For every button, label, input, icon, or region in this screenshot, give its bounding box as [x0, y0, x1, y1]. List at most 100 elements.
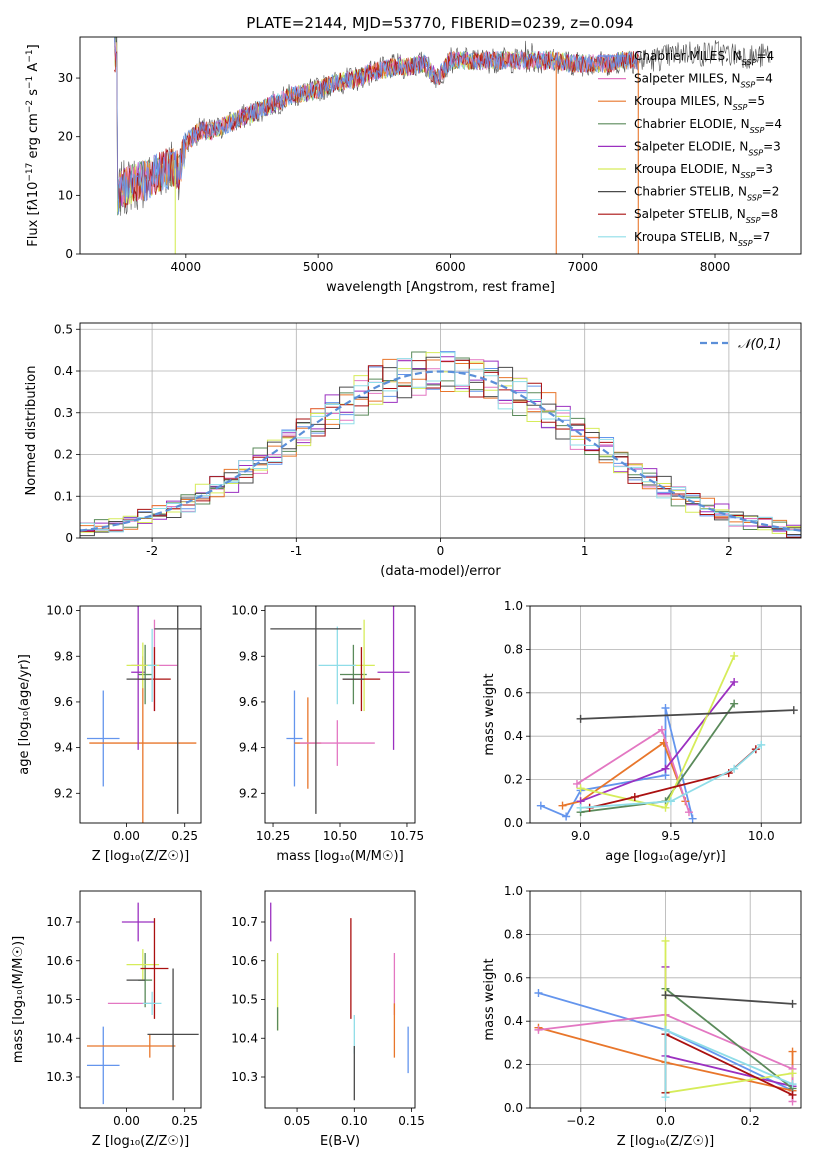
- errorbar-point: [142, 991, 162, 1015]
- legend-sub: SSP: [741, 171, 756, 180]
- y-tick-label: 10.7: [231, 915, 258, 929]
- x-axis-label: wavelength [Angstrom, rest frame]: [326, 280, 555, 295]
- legend-sub: SSP: [741, 80, 756, 89]
- axes-frame: [79, 322, 802, 539]
- panel-mass-age: 10.25 10.50 10.75 9.2 9.4 9.6 9.8 10.0 mass [log…: [231, 604, 424, 864]
- plot-area: [86, 902, 199, 1105]
- y-tick-label: 0.3: [54, 406, 73, 420]
- weight-point-marker: [730, 677, 739, 686]
- y-axis-label: Flux [fλ10−17 erg cm−2 s−1 A−1]: [25, 44, 41, 246]
- x-tick-label: 10.25: [256, 829, 290, 843]
- legend-label: Salpeter STELIB, N: [634, 207, 746, 221]
- x-axis-label: Z [log₁₀(Z/Z☉)]: [92, 849, 189, 864]
- errorbar-point: [270, 606, 362, 814]
- legend-sub: SSP: [746, 216, 761, 225]
- panel-Z-age: 0.00 0.25 9.2 9.4 9.6 9.8 10.0 Z [log₁₀(Z/Z☉)] a…: [17, 604, 202, 864]
- weight-point-marker: [730, 764, 739, 773]
- y-tick-label: 0.4: [54, 364, 73, 378]
- legend-count: =4: [756, 49, 774, 63]
- weight-point-marker: [661, 764, 670, 773]
- y-tick-label: 10.6: [46, 954, 73, 968]
- errorbar-point: [140, 918, 169, 1019]
- weight-series: [576, 740, 766, 812]
- weight-line: [562, 741, 687, 807]
- x-tick-label: 10.75: [390, 829, 424, 843]
- y-tick-label: 0.6: [504, 971, 523, 985]
- weight-point-marker: [562, 812, 571, 821]
- weight-point-marker: [788, 1047, 797, 1056]
- y-axis-label-part: 10: [26, 182, 41, 199]
- y-tick-label: 0.0: [504, 1101, 523, 1115]
- legend-label: Kroupa ELODIE, N: [634, 162, 741, 176]
- figure-title: PLATE=2144, MJD=53770, FIBERID=0239, z=0…: [246, 14, 633, 32]
- plot-area: [534, 936, 797, 1106]
- y-tick-label: 10.3: [231, 1070, 258, 1084]
- weight-point-marker: [576, 714, 585, 723]
- plot-area: [86, 606, 201, 823]
- weight-point-marker: [534, 988, 543, 997]
- errorbar-point: [299, 720, 375, 766]
- weight-point-marker: [757, 740, 766, 749]
- axes-frame: [264, 605, 416, 824]
- y-tick-label: 10.6: [231, 954, 258, 968]
- y-tick-label: 10.7: [46, 915, 73, 929]
- weight-point-marker: [534, 1025, 543, 1034]
- axes-frame: [79, 36, 802, 255]
- weight-series: [661, 1025, 797, 1102]
- legend-label: Chabrier STELIB, N: [634, 185, 747, 199]
- legend-sub: SSP: [748, 148, 763, 157]
- histogram-series: [80, 352, 801, 538]
- x-axis-label: age [log₁₀(age/yr)]: [605, 849, 726, 864]
- y-tick-label: 30: [58, 71, 73, 85]
- legend-entry: Salpeter ELODIE, NSSP=3: [634, 139, 781, 157]
- panel-spectrum: 4000 5000 6000 7000 8000 0 10 20 30 wavelength [A…: [25, 36, 802, 295]
- axes-frame: [79, 605, 202, 824]
- y-axis-label: age [log₁₀(age/yr)]: [17, 654, 32, 775]
- legend-entry: Chabrier ELODIE, NSSP=4: [634, 117, 782, 135]
- y-tick-label: 9.4: [239, 741, 258, 755]
- y-tick-label: 0: [65, 531, 73, 545]
- y-axis-label-part: erg cm: [26, 113, 41, 162]
- y-axis-label: mass weight: [482, 673, 497, 755]
- weight-point-marker: [536, 801, 545, 810]
- weight-point-marker: [661, 1093, 670, 1102]
- x-axis-label: Z [log₁₀(Z/Z☉)]: [617, 1134, 714, 1149]
- legend-count: =4: [755, 72, 773, 86]
- plot-area: [114, 37, 771, 254]
- weight-line: [580, 744, 762, 809]
- legend-label: Kroupa MILES, N: [634, 94, 733, 108]
- weight-point-marker: [788, 1069, 797, 1078]
- x-tick-label: 8000: [700, 260, 731, 274]
- weight-point-marker: [789, 706, 798, 715]
- x-tick-label: −0.2: [566, 1114, 595, 1128]
- gaussian-curve: [80, 370, 801, 532]
- weight-line: [540, 707, 694, 819]
- y-tick-label: 0.4: [504, 1014, 523, 1028]
- x-tick-label: 0.00: [113, 829, 140, 843]
- weight-point-marker: [576, 784, 585, 793]
- panel-age-weight: 9.0 9.5 10.0 0.0 0.2 0.4 0.6 0.8 1.0 age [log₁₀(a…: [482, 599, 802, 864]
- legend-sub: SSP: [750, 125, 765, 134]
- weight-point-marker: [657, 725, 666, 734]
- x-tick-label: 0.15: [398, 1114, 425, 1128]
- x-tick-label: 2: [725, 544, 733, 558]
- y-tick-label: 9.4: [54, 741, 73, 755]
- y-axis-label-part: −1: [25, 49, 35, 62]
- y-axis-label: mass weight: [482, 958, 497, 1040]
- legend-sub: SSP: [747, 193, 762, 202]
- weight-point-marker: [661, 991, 670, 1000]
- y-tick-label: 20: [58, 130, 73, 144]
- y-axis-label: Normed distribution: [24, 366, 39, 496]
- legend-count: =5: [747, 94, 765, 108]
- errorbar-point: [318, 626, 357, 705]
- y-tick-label: 10.4: [231, 1031, 258, 1045]
- y-tick-label: 0.6: [504, 686, 523, 700]
- axes-frame: [529, 605, 802, 824]
- y-axis-label-part: λ: [26, 198, 41, 207]
- y-tick-label: 9.6: [239, 695, 258, 709]
- x-tick-label: -2: [146, 544, 158, 558]
- x-tick-label: 0: [437, 544, 445, 558]
- x-tick-label: 0.25: [171, 829, 198, 843]
- x-tick-label: 0.25: [171, 1114, 198, 1128]
